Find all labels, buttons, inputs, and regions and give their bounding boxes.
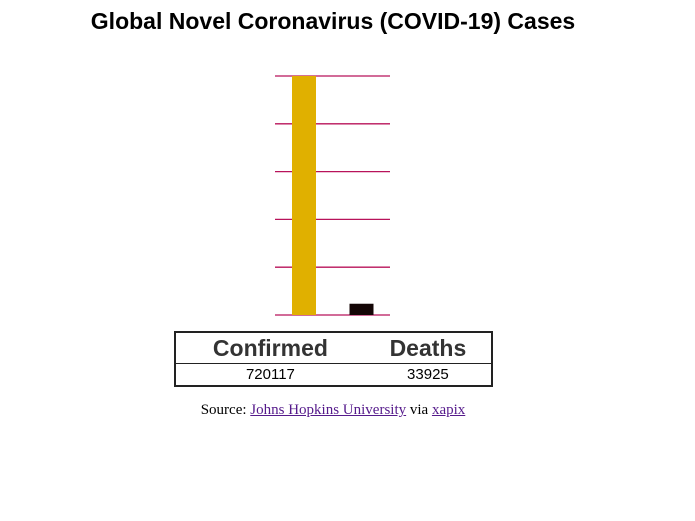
bar xyxy=(292,75,316,316)
value-cell: 33925 xyxy=(364,363,492,386)
value-cell: 720117 xyxy=(175,363,365,386)
chart-title: Global Novel Coronavirus (COVID-19) Case… xyxy=(90,8,576,34)
value-row: 720117 33925 xyxy=(175,363,492,386)
source-prefix: Source: xyxy=(200,402,247,418)
source-line: Source: Johns Hopkins University via xap… xyxy=(0,402,666,419)
header-row: Confirmed Deaths xyxy=(175,332,492,364)
header-cell: Deaths xyxy=(389,334,467,361)
chart xyxy=(275,75,390,316)
bar xyxy=(349,303,374,315)
source-via: via xyxy=(409,402,429,418)
header-cell: Confirmed xyxy=(212,334,328,361)
source-link[interactable]: xapix xyxy=(431,402,466,418)
data-table: Confirmed Deaths 720117 33925 xyxy=(174,331,493,387)
source-link[interactable]: Johns Hopkins University xyxy=(250,402,407,418)
